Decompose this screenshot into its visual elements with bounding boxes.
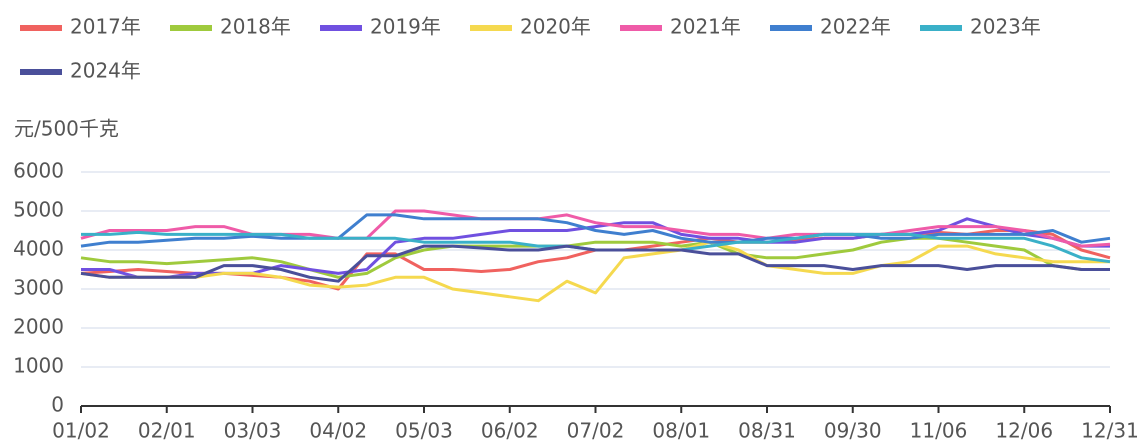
y-tick-label: 0 bbox=[51, 393, 64, 417]
x-tick-label: 07/02 bbox=[567, 419, 625, 443]
y-tick-label: 2000 bbox=[13, 315, 64, 339]
legend-label: 2017年 bbox=[70, 15, 141, 39]
x-tick-label: 06/02 bbox=[481, 419, 539, 443]
y-axis-label: 元/500千克 bbox=[14, 117, 119, 141]
x-tick-label: 12/06 bbox=[995, 419, 1053, 443]
x-tick-label: 11/06 bbox=[910, 419, 968, 443]
legend-label: 2022年 bbox=[820, 15, 891, 39]
x-tick-label: 01/02 bbox=[52, 419, 110, 443]
legend-label: 2023年 bbox=[970, 15, 1041, 39]
series-line bbox=[80, 244, 1110, 283]
x-tick-label: 08/01 bbox=[652, 419, 710, 443]
x-tick-label: 09/30 bbox=[824, 419, 882, 443]
x-tick-label: 03/03 bbox=[224, 419, 282, 443]
legend-label: 2018年 bbox=[220, 15, 291, 39]
y-tick-label: 5000 bbox=[13, 198, 64, 222]
x-tick-label: 05/03 bbox=[395, 419, 453, 443]
y-tick-label: 4000 bbox=[13, 237, 64, 261]
series-line bbox=[80, 240, 1110, 303]
legend-label: 2024年 bbox=[70, 59, 141, 83]
x-tick-label: 08/31 bbox=[738, 419, 796, 443]
x-tick-label: 12/31 bbox=[1081, 419, 1139, 443]
series-line bbox=[80, 213, 1111, 248]
y-tick-label: 3000 bbox=[13, 276, 64, 300]
legend-label: 2020年 bbox=[520, 15, 591, 39]
y-tick-label: 6000 bbox=[13, 159, 64, 183]
x-tick-label: 04/02 bbox=[309, 419, 367, 443]
legend-label: 2019年 bbox=[370, 15, 441, 39]
legend-label: 2021年 bbox=[670, 15, 741, 39]
series-line bbox=[80, 236, 1110, 279]
y-tick-label: 1000 bbox=[13, 354, 64, 378]
x-tick-label: 02/01 bbox=[138, 419, 196, 443]
